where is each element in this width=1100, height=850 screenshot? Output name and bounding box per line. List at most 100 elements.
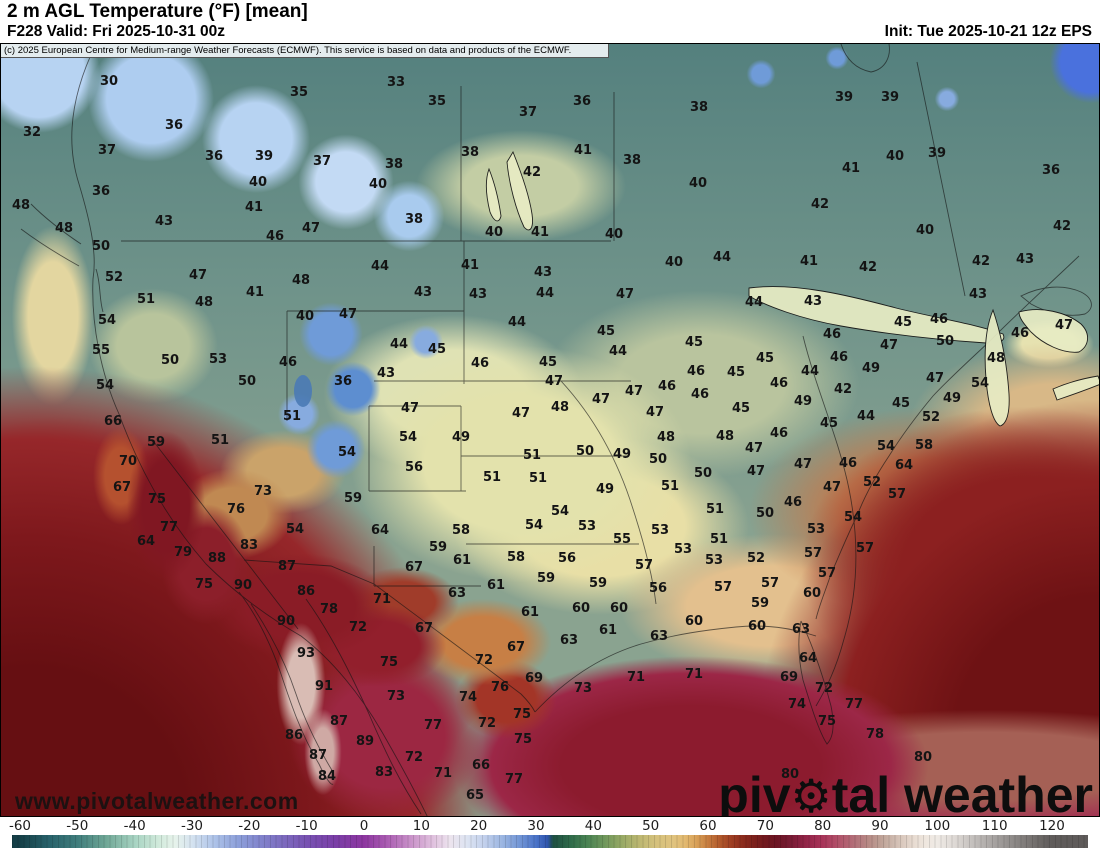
temp-label: 63 <box>447 585 467 601</box>
temp-label: 72 <box>814 680 834 696</box>
temp-label: 46 <box>690 386 710 402</box>
temp-label: 60 <box>802 585 822 601</box>
temp-label: 44 <box>608 343 628 359</box>
temp-label: 43 <box>413 284 433 300</box>
temp-label: 54 <box>97 312 117 328</box>
temp-label: 53 <box>577 518 597 534</box>
temp-label: 41 <box>245 284 265 300</box>
temp-label: 52 <box>921 409 941 425</box>
temp-label: 42 <box>1052 218 1072 234</box>
temp-label: 36 <box>572 93 592 109</box>
temp-label: 91 <box>314 678 334 694</box>
temp-label: 48 <box>54 220 74 236</box>
temp-label: 49 <box>793 393 813 409</box>
temp-label: 41 <box>573 142 593 158</box>
colorbar-tick-label: 0 <box>359 818 369 834</box>
temp-label: 49 <box>861 360 881 376</box>
temp-label: 44 <box>535 285 555 301</box>
temp-label: 75 <box>379 654 399 670</box>
colorbar-tick-label: 90 <box>871 818 889 834</box>
temp-label: 37 <box>312 153 332 169</box>
temp-label: 87 <box>329 713 349 729</box>
temp-label: 71 <box>626 669 646 685</box>
temp-label: 49 <box>595 481 615 497</box>
temp-label: 89 <box>355 733 375 749</box>
map-canvas: 30 33 35 39 39 35 36 38 37 36 32 37 38 41 39 36 39 40 38 37… <box>0 43 1100 817</box>
temp-label: 48 <box>291 272 311 288</box>
temp-label: 57 <box>634 557 654 573</box>
temp-label: 41 <box>799 253 819 269</box>
temp-label: 35 <box>427 93 447 109</box>
colorbar-tick-label: -30 <box>180 818 204 834</box>
temp-label: 44 <box>744 294 764 310</box>
temp-label: 40 <box>295 308 315 324</box>
temp-label: 54 <box>285 521 305 537</box>
temp-label: 75 <box>147 491 167 507</box>
temp-label: 64 <box>798 650 818 666</box>
temp-label: 47 <box>822 479 842 495</box>
temp-label: 73 <box>253 483 273 499</box>
temp-label: 45 <box>891 395 911 411</box>
temp-label: 44 <box>856 408 876 424</box>
temp-label: 59 <box>750 595 770 611</box>
temp-label: 67 <box>404 559 424 575</box>
temp-label: 43 <box>803 293 823 309</box>
temp-label: 61 <box>520 604 540 620</box>
temp-label: 44 <box>800 363 820 379</box>
temp-label: 38 <box>622 152 642 168</box>
temp-label: 45 <box>819 415 839 431</box>
temp-label: 72 <box>348 619 368 635</box>
temp-label: 40 <box>688 175 708 191</box>
temp-label: 58 <box>506 549 526 565</box>
colorbar-tick-label: 20 <box>470 818 488 834</box>
temp-label: 46 <box>686 363 706 379</box>
temp-label: 71 <box>684 666 704 682</box>
temp-label: 76 <box>490 679 510 695</box>
temp-label: 54 <box>95 377 115 393</box>
temp-label: 90 <box>233 577 253 593</box>
temp-label: 51 <box>522 447 542 463</box>
temp-label: 41 <box>530 224 550 240</box>
temp-label: 45 <box>731 400 751 416</box>
temp-label: 77 <box>423 717 443 733</box>
temp-label: 51 <box>528 470 548 486</box>
temp-label: 56 <box>557 550 577 566</box>
temp-label: 55 <box>612 531 632 547</box>
temp-label: 40 <box>248 174 268 190</box>
temp-label: 43 <box>154 213 174 229</box>
temp-label: 50 <box>575 443 595 459</box>
temp-label: 47 <box>624 383 644 399</box>
temp-label: 37 <box>518 104 538 120</box>
brand-text-post: tal weather <box>831 767 1093 817</box>
temp-label: 80 <box>913 749 933 765</box>
temp-label: 57 <box>855 540 875 556</box>
temp-label: 47 <box>746 463 766 479</box>
temp-label: 40 <box>484 224 504 240</box>
colorbar-tick-label: 120 <box>1039 818 1065 834</box>
temp-label: 48 <box>715 428 735 444</box>
temp-label: 46 <box>822 326 842 342</box>
temp-label: 77 <box>844 696 864 712</box>
temp-label: 39 <box>927 145 947 161</box>
temp-label: 53 <box>673 541 693 557</box>
temp-label: 50 <box>648 451 668 467</box>
temp-label: 47 <box>925 370 945 386</box>
temp-label: 45 <box>684 334 704 350</box>
temp-label: 55 <box>91 342 111 358</box>
init-time-text: Init: Tue 2025-10-21 12z EPS <box>884 23 1092 40</box>
temp-label: 66 <box>103 413 123 429</box>
url-watermark: www.pivotalweather.com <box>15 788 299 814</box>
temp-label: 36 <box>204 148 224 164</box>
temp-label: 74 <box>458 689 478 705</box>
temp-label: 54 <box>337 444 357 460</box>
temp-label: 93 <box>296 645 316 661</box>
temp-label: 43 <box>1015 251 1035 267</box>
temp-label: 47 <box>338 306 358 322</box>
temp-label: 49 <box>612 446 632 462</box>
temp-label: 38 <box>404 211 424 227</box>
temp-label: 32 <box>22 124 42 140</box>
temp-label: 50 <box>693 465 713 481</box>
temp-label: 53 <box>208 351 228 367</box>
temp-label: 46 <box>929 311 949 327</box>
temp-label: 54 <box>524 517 544 533</box>
